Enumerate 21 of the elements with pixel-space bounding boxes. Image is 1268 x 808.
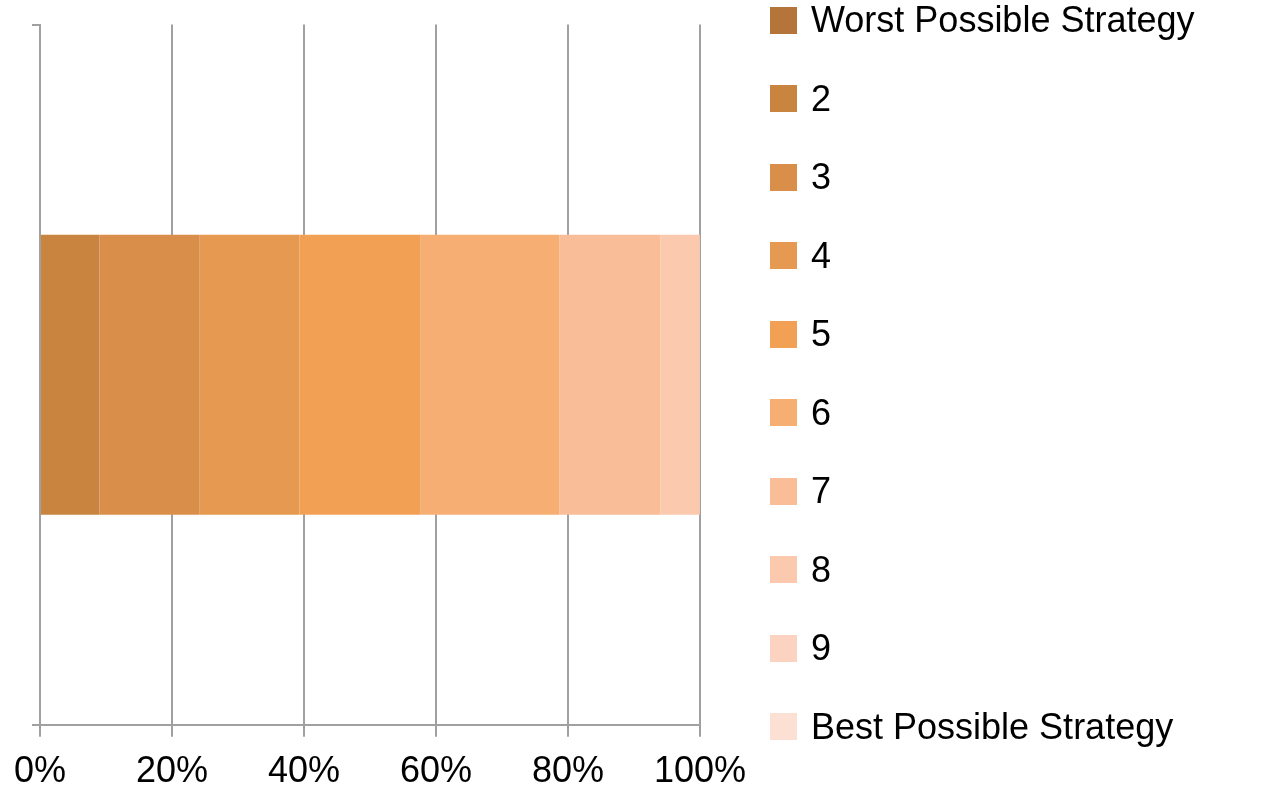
- legend-label: 9: [811, 627, 832, 669]
- bar: [660, 234, 700, 515]
- legend-label: 3: [811, 156, 832, 198]
- x-tick-label: 0%: [14, 749, 67, 791]
- legend-label: Best Possible Strategy: [811, 705, 1174, 748]
- bar: [41, 234, 100, 515]
- bar: [559, 234, 661, 515]
- legend-label: 6: [811, 391, 832, 434]
- legend-label: 7: [811, 470, 832, 512]
- x-tick-label: 60%: [399, 749, 473, 791]
- x-tick-label: 100%: [653, 749, 746, 791]
- bar: [99, 234, 200, 515]
- bar: [420, 234, 560, 515]
- legend-label: 2: [811, 77, 832, 120]
- x-tick-label: 40%: [267, 749, 341, 791]
- x-tick-label: 20%: [135, 749, 209, 791]
- legend-label: 5: [811, 313, 832, 355]
- legend-label: Worst Possible Strategy: [811, 0, 1195, 41]
- legend-label: 4: [811, 234, 832, 277]
- x-tick-label: 80%: [531, 749, 604, 791]
- legend-label: 8: [811, 548, 832, 591]
